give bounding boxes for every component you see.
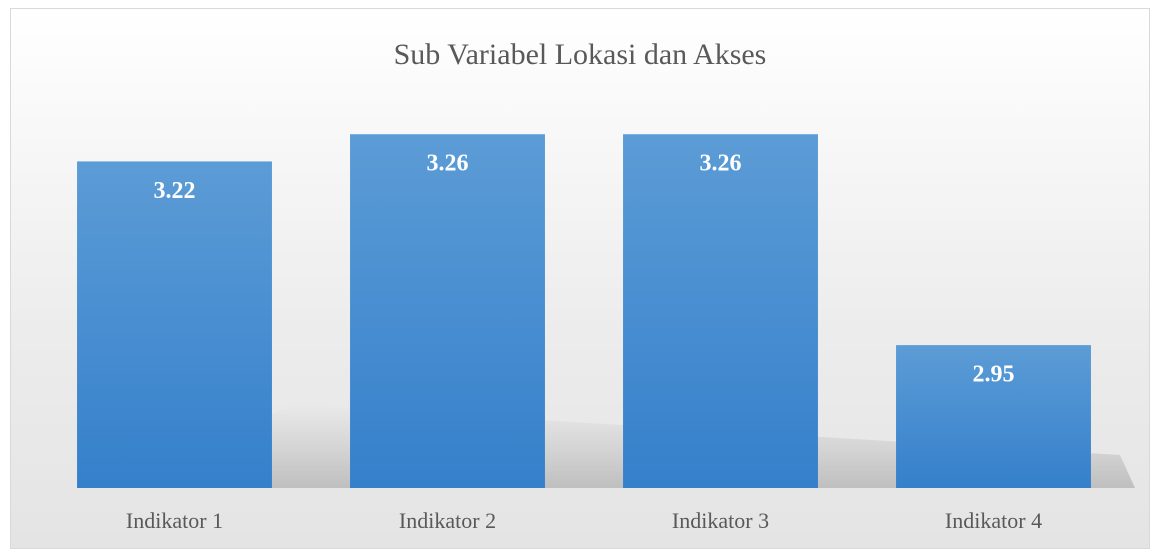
x-tick-label: Indikator 4 <box>945 508 1042 533</box>
chart-title: Sub Variabel Lokasi dan Akses <box>394 38 767 71</box>
x-tick-label: Indikator 2 <box>399 508 496 533</box>
bar <box>77 161 272 488</box>
x-tick-label: Indikator 1 <box>126 508 223 533</box>
x-tick-label: Indikator 3 <box>672 508 769 533</box>
bar <box>623 134 818 488</box>
bar <box>896 345 1091 488</box>
data-label: 3.26 <box>700 151 742 177</box>
data-label: 2.95 <box>973 362 1015 388</box>
bar <box>350 134 545 488</box>
data-label: 3.22 <box>154 178 196 204</box>
data-label: 3.26 <box>427 151 469 177</box>
